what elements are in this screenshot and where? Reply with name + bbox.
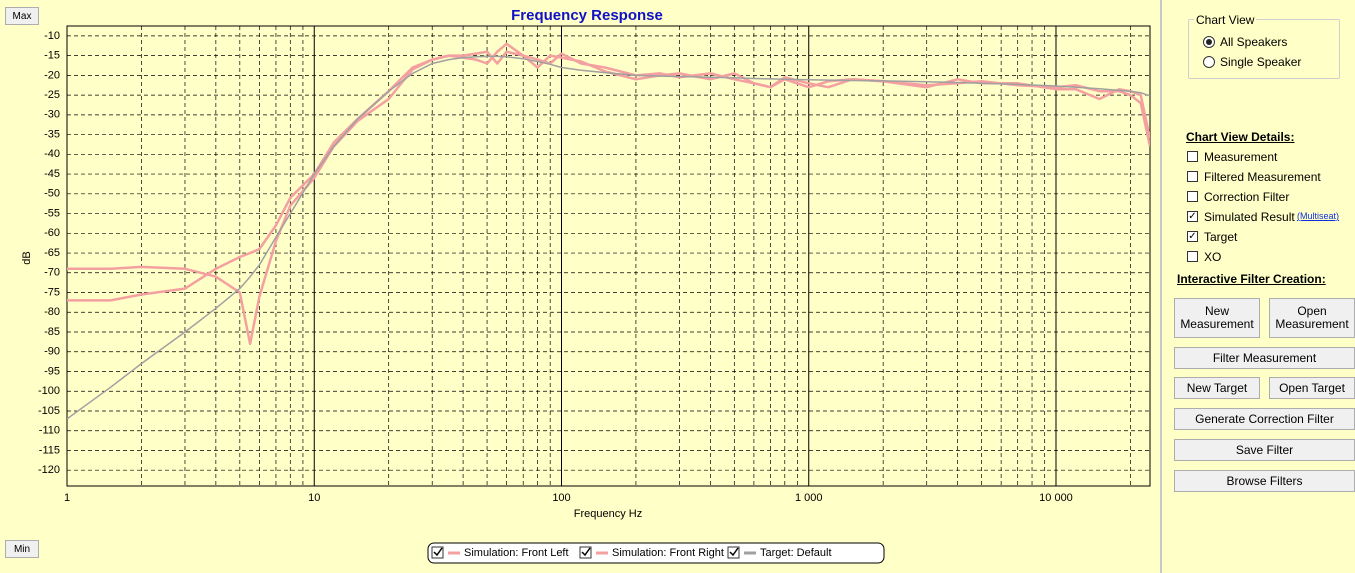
y-tick-label: -40 — [44, 148, 60, 160]
legend-check — [729, 547, 739, 557]
y-tick-label: -70 — [44, 267, 60, 279]
panel-button[interactable]: Open Measurement — [1269, 298, 1355, 338]
checkbox-label[interactable]: Measurement — [1204, 150, 1278, 164]
section-title: Interactive Filter Creation: — [1177, 272, 1326, 286]
checkbox[interactable] — [1187, 251, 1198, 262]
y-tick-label: -100 — [38, 385, 60, 397]
panel-button[interactable]: Save Filter — [1174, 439, 1355, 461]
panel-button[interactable]: New Target — [1174, 377, 1260, 399]
section-title: Chart View Details: — [1186, 130, 1295, 144]
x-tick-label: 100 — [552, 492, 570, 504]
legend-check — [433, 547, 443, 557]
panel-button[interactable]: Generate Correction Filter — [1174, 408, 1355, 430]
legend-label: Simulation: Front Left — [464, 547, 569, 559]
legend-label: Simulation: Front Right — [612, 547, 724, 559]
checkbox-label[interactable]: Correction Filter — [1204, 190, 1290, 204]
multiseat-link[interactable]: (Multiseat) — [1297, 211, 1340, 221]
radio-label[interactable]: Single Speaker — [1220, 55, 1302, 69]
y-tick-label: -20 — [44, 69, 60, 81]
radio-button[interactable] — [1203, 56, 1215, 68]
y-tick-label: -60 — [44, 227, 60, 239]
radio-button[interactable] — [1203, 36, 1215, 48]
x-tick-label: 10 000 — [1039, 492, 1073, 504]
y-tick-label: -50 — [44, 188, 60, 200]
y-tick-label: -105 — [38, 405, 60, 417]
series-line — [67, 55, 1150, 420]
y-tick-label: -30 — [44, 109, 60, 121]
y-tick-label: -55 — [44, 207, 60, 219]
y-tick-label: -115 — [39, 444, 60, 456]
checkbox-label[interactable]: Target — [1204, 230, 1238, 244]
y-tick-label: -25 — [44, 89, 60, 101]
legend-check — [581, 547, 591, 557]
side-panel — [1160, 0, 1355, 573]
checkbox[interactable]: ✓ — [1187, 211, 1198, 222]
y-tick-label: -80 — [44, 306, 60, 318]
y-axis-label: dB — [21, 251, 33, 264]
y-tick-label: -45 — [44, 168, 60, 180]
checkbox[interactable] — [1187, 171, 1198, 182]
panel-button[interactable]: New Measurement — [1174, 298, 1260, 338]
group-title: Chart View — [1194, 13, 1257, 27]
y-tick-label: -120 — [38, 464, 60, 476]
checkbox[interactable] — [1187, 191, 1198, 202]
legend-checkbox — [579, 546, 592, 559]
chart-title: Frequency Response — [511, 7, 663, 24]
y-tick-label: -85 — [44, 326, 60, 338]
x-tick-label: 1 — [64, 492, 70, 504]
checkbox[interactable] — [1187, 151, 1198, 162]
panel-button[interactable]: Browse Filters — [1174, 470, 1355, 492]
panel-button[interactable]: Open Target — [1269, 377, 1355, 399]
legend-label: Target: Default — [760, 547, 832, 559]
chart: Frequency Response Frequency Hz dB -10 -1… — [21, 7, 1151, 564]
x-tick-label: 1 000 — [795, 492, 823, 504]
radio-label[interactable]: All Speakers — [1220, 35, 1288, 49]
max-button[interactable]: Max — [5, 7, 39, 25]
group-box — [1188, 19, 1340, 79]
y-tick-label: -10 — [44, 30, 60, 42]
checkbox-label[interactable]: XO — [1204, 250, 1222, 264]
checkbox[interactable]: ✓ — [1187, 231, 1198, 242]
y-tick-label: -95 — [44, 365, 60, 377]
y-tick-label: -65 — [44, 247, 60, 259]
checkbox-label[interactable]: Simulated Result — [1204, 210, 1295, 224]
x-tick-label: 10 — [308, 492, 320, 504]
legend-checkbox — [431, 546, 444, 559]
legend-checkbox — [727, 546, 740, 559]
y-tick-label: -110 — [39, 425, 60, 437]
x-axis-label: Frequency Hz — [574, 508, 642, 520]
plot-area — [66, 25, 1151, 487]
checkbox-label[interactable]: Filtered Measurement — [1204, 170, 1321, 184]
min-button[interactable]: Min — [5, 540, 39, 558]
y-tick-label: -35 — [44, 128, 60, 140]
y-tick-label: -75 — [44, 286, 60, 298]
y-tick-label: -15 — [44, 50, 60, 62]
legend-box — [427, 542, 885, 564]
y-tick-label: -90 — [44, 346, 60, 358]
panel-button[interactable]: Filter Measurement — [1174, 347, 1355, 369]
